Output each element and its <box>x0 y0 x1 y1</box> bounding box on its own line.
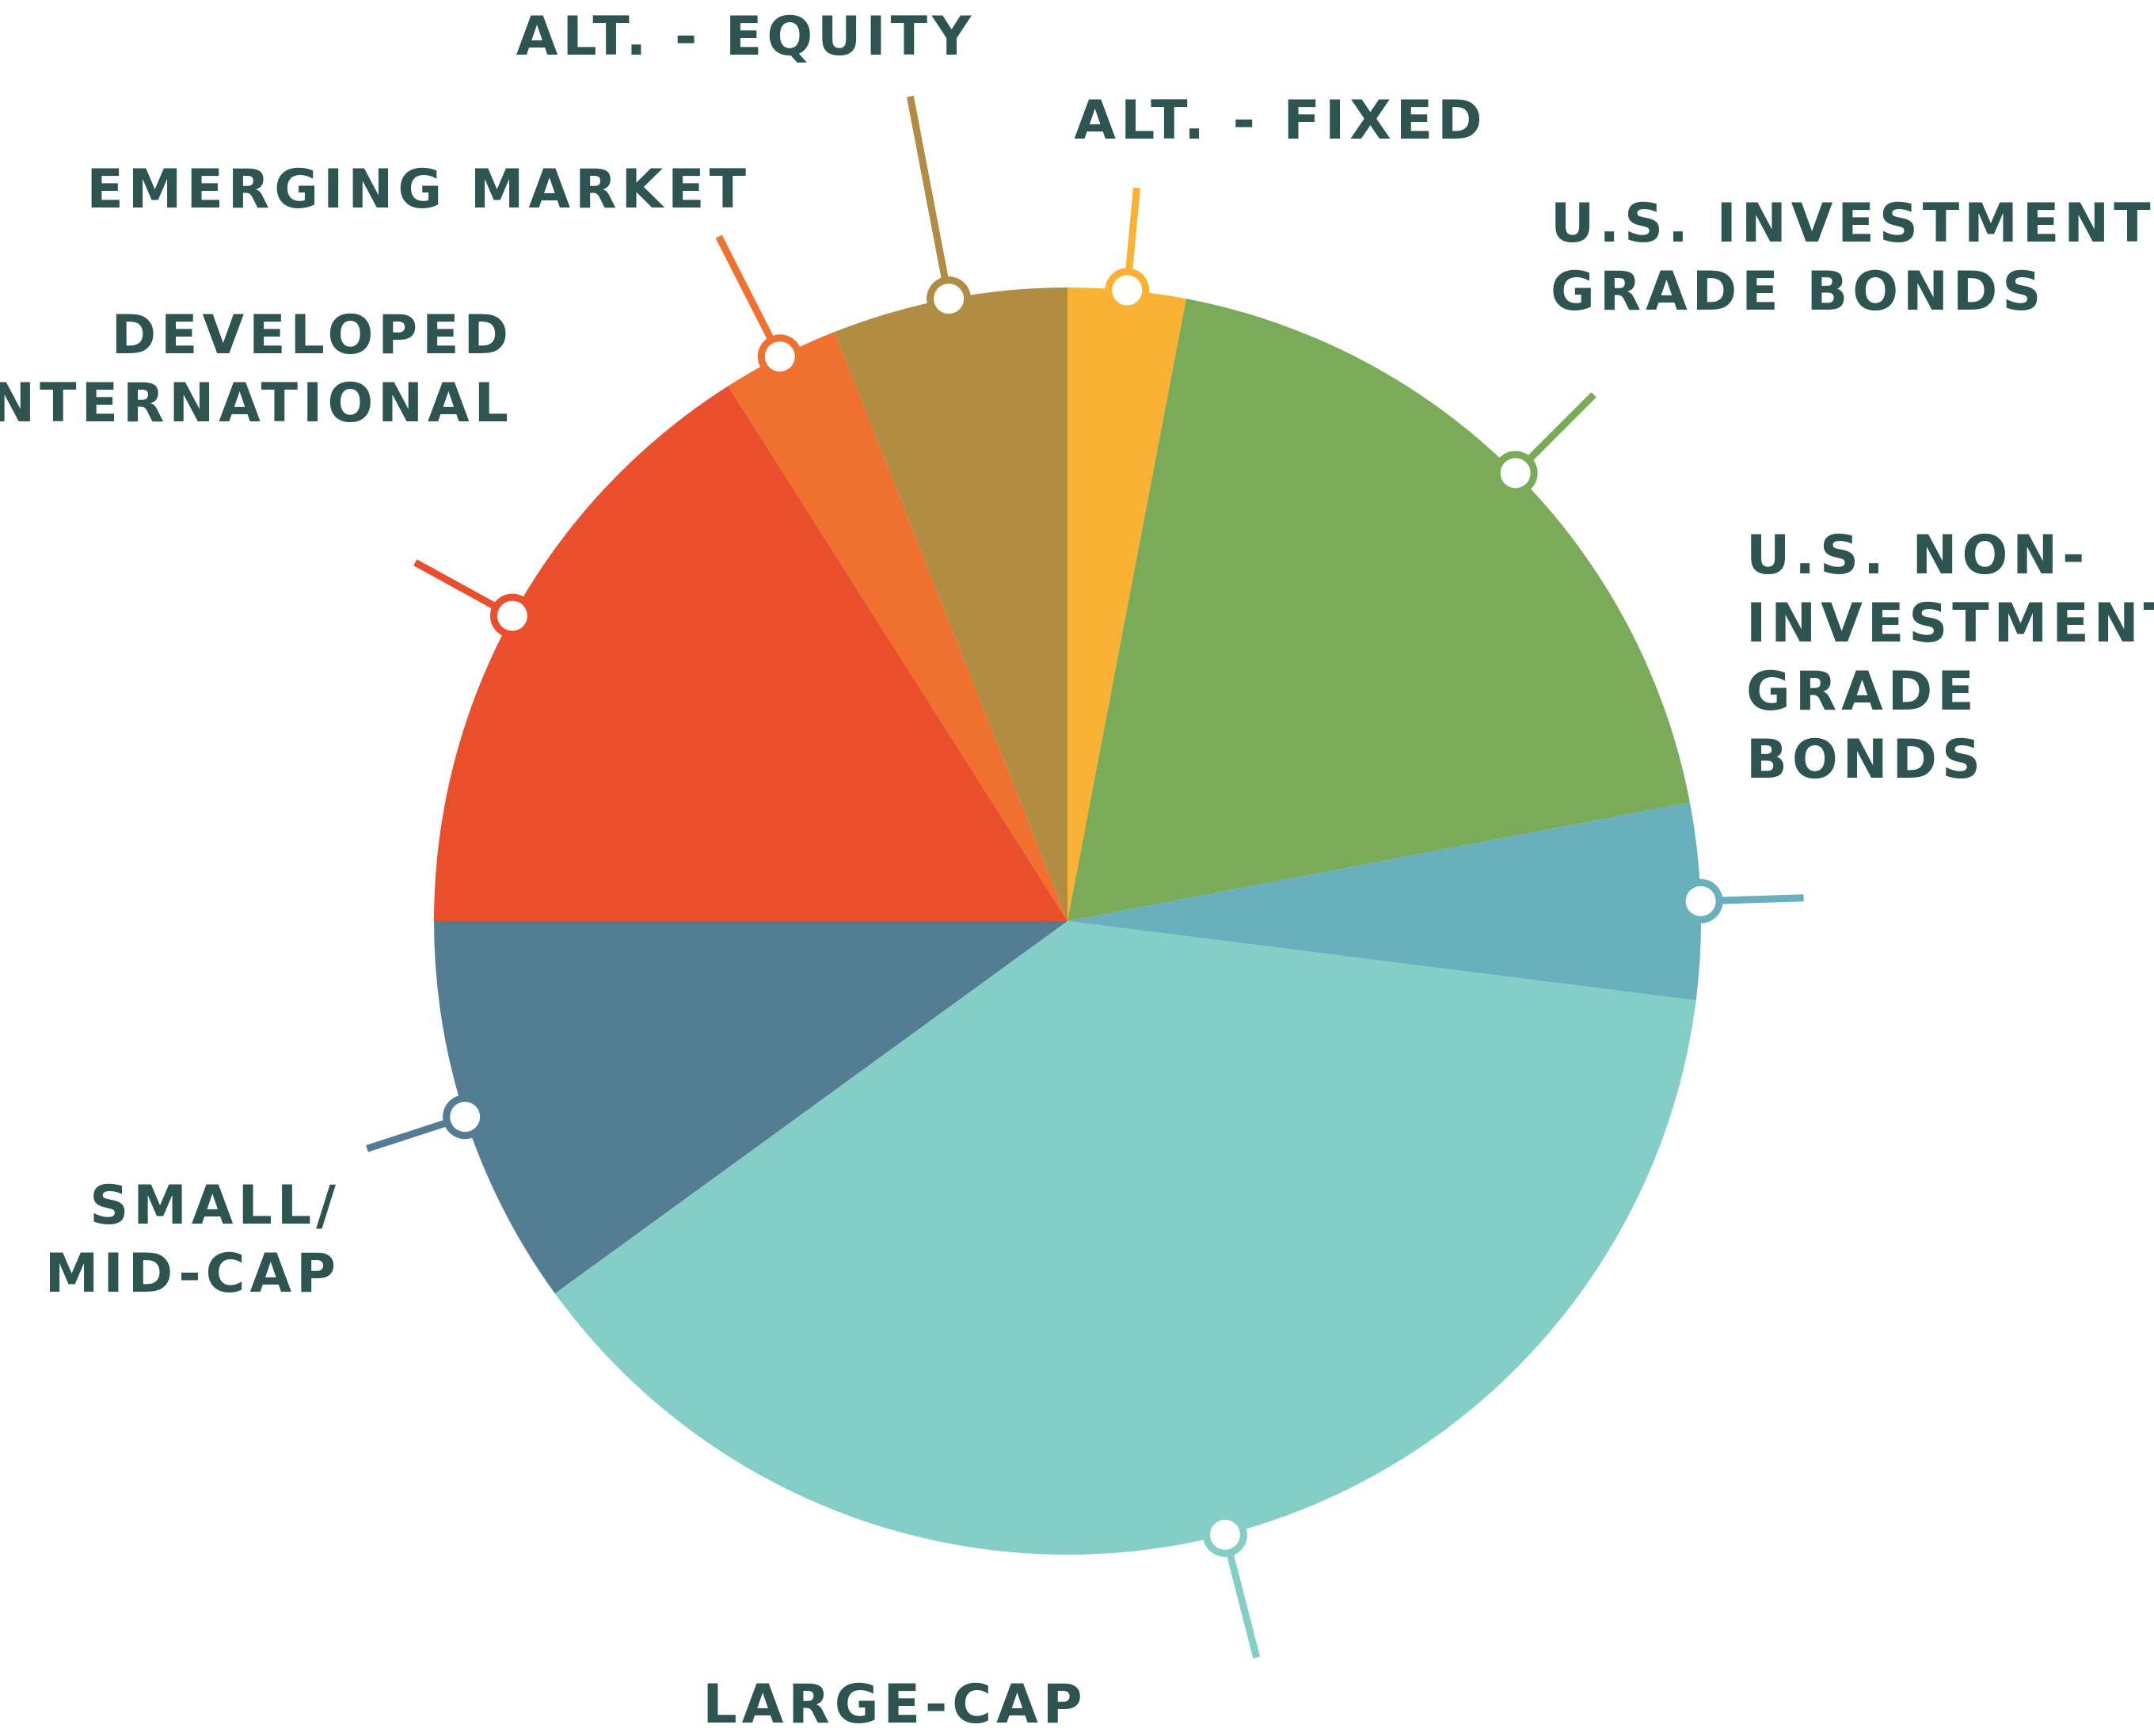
marker-dot-alt-equity <box>934 284 965 314</box>
marker-dot-alt-fixed <box>1112 275 1143 306</box>
marker-dot-u-s-investment-grade-bonds <box>1500 458 1531 489</box>
slice-small-mid-cap <box>434 921 1067 1294</box>
label-line: ALT. - FIXED <box>1074 89 1486 152</box>
label-line: ALT. - EQUITY <box>516 6 976 68</box>
slice-emerging-market <box>728 332 1067 921</box>
label-line: INTERNATIONAL <box>0 372 513 435</box>
label-line: DEVELOPED <box>112 304 513 367</box>
slice-alt-fixed <box>1067 287 1186 921</box>
slice-u-s-non-investment-grade-bonds <box>1067 802 1701 1001</box>
label-line: GRADE <box>1746 661 1979 723</box>
marker-dot-small-mid-cap <box>450 1102 481 1133</box>
label-u-s-non-investment-grade-bonds: U.S. NON-INVESTMENT GRADE BONDS <box>1746 524 2154 791</box>
label-alt-equity: ALT. - EQUITY <box>516 6 976 68</box>
marker-dot-large-cap <box>1209 1519 1240 1550</box>
label-u-s-investment-grade-bonds: U.S. INVESTMENT GRADE BONDS <box>1551 192 2154 323</box>
label-small-mid-cap: SMALL/MID-CAP <box>45 1174 341 1305</box>
label-large-cap: LARGE-CAP <box>702 1673 1087 1736</box>
label-line: BONDS <box>1746 729 1985 791</box>
leader-line-alt-equity <box>906 95 953 300</box>
leaders-layer <box>366 95 1804 1658</box>
slice-alt-equity <box>834 287 1067 921</box>
marker-dot-emerging-market <box>764 341 795 372</box>
label-line: GRADE BONDS <box>1551 261 2046 323</box>
marker-dot-developed-international <box>497 600 527 631</box>
label-line: SMALL/ <box>89 1174 341 1237</box>
label-emerging-market: EMERGING MARKET <box>86 158 751 221</box>
label-line: U.S. INVESTMENT <box>1551 192 2154 255</box>
label-alt-fixed: ALT. - FIXED <box>1074 89 1486 152</box>
label-line: EMERGING MARKET <box>86 158 751 221</box>
label-developed-international: DEVELOPED INTERNATIONAL <box>0 304 513 435</box>
slice-developed-international <box>434 386 1067 921</box>
label-line: INVESTMENT <box>1746 592 2154 655</box>
label-line: U.S. NON- <box>1746 524 2089 587</box>
marker-dot-u-s-non-investment-grade-bonds <box>1685 885 1716 916</box>
slice-u-s-investment-grade-bonds <box>1067 299 1690 922</box>
label-line: MID-CAP <box>45 1243 341 1305</box>
slice-large-cap <box>554 921 1696 1555</box>
label-line: LARGE-CAP <box>702 1673 1087 1736</box>
leader-line-emerging-market <box>715 234 783 359</box>
slices-layer <box>434 287 1701 1555</box>
